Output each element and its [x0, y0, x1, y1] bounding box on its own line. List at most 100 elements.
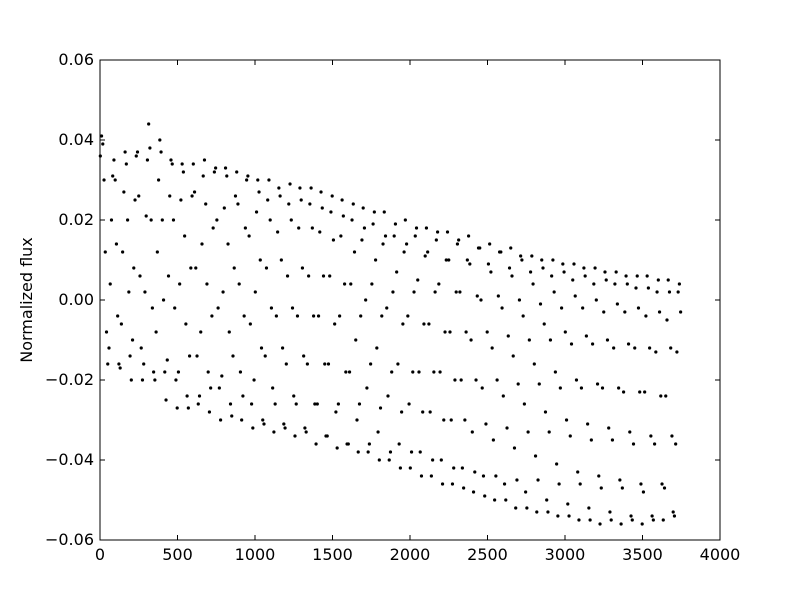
y-tick-label: −0.02: [45, 370, 94, 389]
data-point: [531, 282, 535, 286]
data-point: [217, 386, 221, 390]
data-point: [238, 370, 243, 374]
data-point: [488, 242, 492, 246]
data-point: [171, 218, 176, 222]
data-point: [579, 386, 584, 390]
data-point: [646, 286, 650, 290]
data-point: [628, 430, 632, 434]
data-point: [380, 314, 384, 318]
data-point: [439, 458, 443, 462]
data-point: [595, 382, 600, 386]
data-point: [218, 418, 223, 422]
data-point: [662, 486, 667, 490]
data-point: [649, 434, 653, 438]
data-point: [300, 266, 305, 270]
data-point: [161, 298, 166, 302]
data-point: [592, 282, 596, 286]
data-point: [314, 442, 318, 446]
data-point: [530, 254, 534, 258]
data-point: [550, 274, 554, 278]
data-point: [651, 518, 655, 522]
data-point: [473, 470, 477, 474]
data-point: [457, 238, 461, 242]
data-point: [330, 194, 334, 198]
data-point: [116, 314, 120, 318]
x-tick-label: 4000: [700, 545, 741, 564]
y-tick-label: 0.04: [58, 130, 94, 149]
data-point: [483, 494, 487, 498]
data-point: [675, 350, 679, 354]
data-point: [307, 274, 311, 278]
data-point: [164, 398, 168, 402]
data-point: [597, 474, 601, 478]
data-point: [599, 486, 603, 490]
data-point: [356, 450, 360, 454]
data-point: [231, 354, 235, 358]
x-tick-label: 1000: [235, 545, 276, 564]
data-point: [401, 322, 405, 326]
data-point: [264, 266, 269, 270]
data-point: [511, 354, 515, 358]
data-point: [190, 194, 194, 198]
data-point: [299, 198, 303, 202]
data-point: [284, 362, 288, 366]
data-point: [235, 170, 239, 174]
data-point: [195, 354, 199, 358]
data-point: [342, 282, 347, 286]
data-point: [563, 330, 567, 334]
data-point: [354, 338, 358, 342]
data-point: [432, 370, 436, 374]
data-point: [447, 258, 451, 262]
data-point: [366, 450, 370, 454]
data-point: [109, 218, 114, 222]
data-point: [621, 390, 626, 394]
x-tick-label: 500: [162, 545, 193, 564]
data-point: [181, 170, 185, 174]
data-point: [566, 502, 570, 506]
data-point: [169, 158, 173, 162]
data-point: [445, 230, 450, 234]
data-point: [277, 186, 281, 190]
data-point: [158, 138, 162, 142]
data-point: [404, 242, 409, 246]
data-point: [650, 514, 654, 518]
data-point: [527, 338, 531, 342]
data-point: [117, 362, 121, 366]
data-point: [309, 186, 313, 190]
data-point: [344, 370, 348, 374]
data-point: [608, 510, 612, 514]
data-point: [631, 442, 636, 446]
data-point: [633, 346, 637, 350]
data-point: [294, 402, 298, 406]
data-point: [361, 206, 365, 210]
data-point: [335, 446, 339, 450]
data-point: [292, 394, 296, 398]
data-point: [325, 434, 329, 438]
data-point: [584, 334, 588, 338]
data-point: [589, 438, 593, 442]
y-tick-label: 0.00: [58, 290, 94, 309]
y-tick-label: −0.06: [45, 530, 94, 549]
data-point: [295, 314, 300, 318]
data-point: [280, 346, 285, 350]
data-point: [568, 434, 572, 438]
data-point: [104, 330, 109, 334]
data-point: [163, 370, 167, 374]
data-point: [266, 198, 270, 202]
data-point: [547, 430, 551, 434]
data-point: [615, 302, 619, 306]
data-point: [398, 466, 402, 470]
data-point: [438, 370, 442, 374]
data-point: [555, 462, 559, 466]
data-point: [630, 518, 634, 522]
data-point: [210, 314, 214, 318]
data-point: [349, 282, 353, 286]
data-point: [479, 298, 483, 302]
data-point: [625, 282, 629, 286]
data-point: [411, 370, 415, 374]
data-point: [572, 262, 576, 266]
x-tick-label: 3500: [622, 545, 663, 564]
data-point: [128, 354, 132, 358]
data-point: [272, 430, 276, 434]
data-point: [452, 466, 456, 470]
